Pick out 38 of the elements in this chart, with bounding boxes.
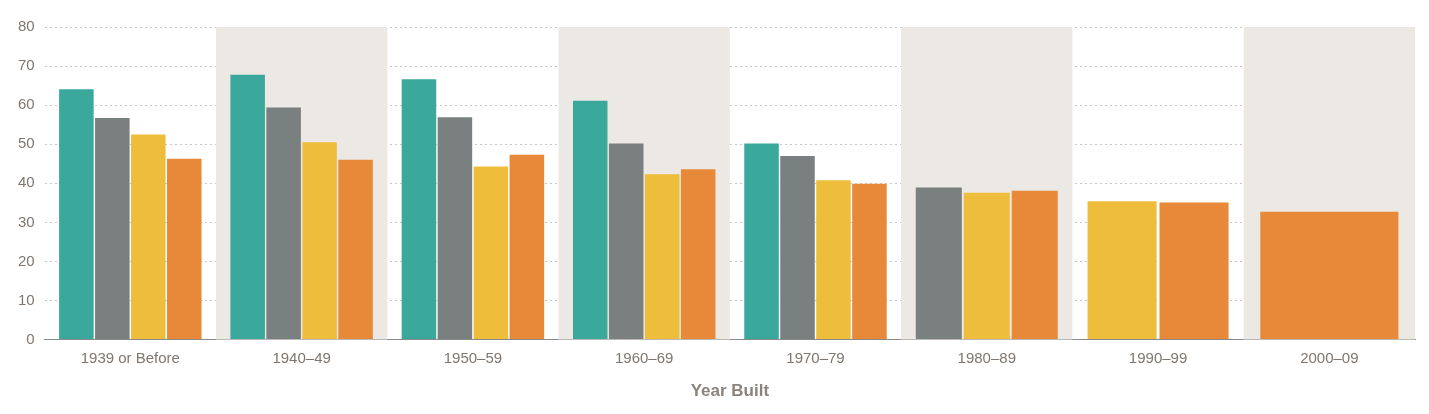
x-axis-title: Year Built xyxy=(690,381,770,401)
bar xyxy=(644,174,680,340)
x-tick-label: 1940–49 xyxy=(272,348,331,366)
x-tick-label: 1960–69 xyxy=(614,348,674,366)
x-tick-label: 1950–59 xyxy=(443,348,503,366)
y-tick-label: 0 xyxy=(26,329,35,347)
bar xyxy=(338,159,373,340)
x-tick-label: 1980–89 xyxy=(957,348,1016,366)
x-tick-label: 1970–79 xyxy=(786,348,845,366)
y-tick-label: 20 xyxy=(18,251,35,269)
bar xyxy=(473,166,509,340)
bar xyxy=(302,142,337,340)
bar xyxy=(572,100,608,340)
x-tick-label: 1990–99 xyxy=(1128,348,1188,366)
bar xyxy=(780,155,815,340)
bar xyxy=(401,79,437,340)
y-tick-label: 60 xyxy=(18,95,35,113)
bar xyxy=(266,107,301,340)
y-tick-label: 50 xyxy=(18,134,35,152)
bar xyxy=(744,143,779,340)
bar xyxy=(608,143,644,340)
bar xyxy=(59,89,94,340)
bar xyxy=(230,74,265,340)
x-tick-label: 1939 or Before xyxy=(80,348,180,366)
bar xyxy=(852,183,887,340)
bar xyxy=(816,180,851,340)
y-tick-label: 40 xyxy=(18,173,35,191)
x-tick-label: 2000–09 xyxy=(1300,348,1359,366)
y-tick-label: 10 xyxy=(18,290,35,308)
bar xyxy=(167,158,202,340)
y-tick-label: 30 xyxy=(18,212,35,230)
bar xyxy=(509,154,545,340)
bar xyxy=(131,134,166,340)
bar xyxy=(437,117,473,340)
bar xyxy=(95,118,130,340)
y-tick-label: 70 xyxy=(18,56,35,74)
bar xyxy=(680,169,716,340)
y-tick-label: 80 xyxy=(18,17,35,35)
